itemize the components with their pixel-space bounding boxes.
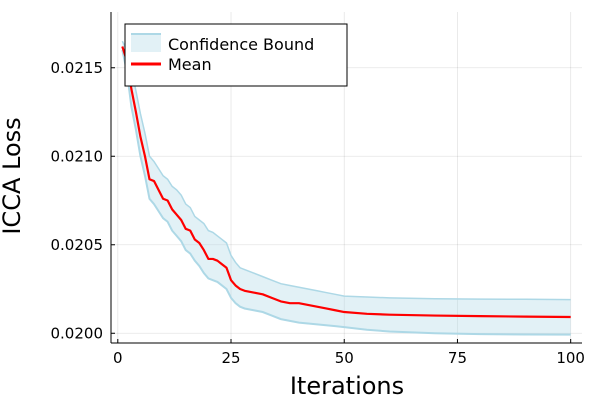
legend-label-mean: Mean [168, 55, 212, 74]
mean-line-layer [121, 46, 571, 319]
x-tick-label: 0 [113, 349, 123, 367]
tick-labels: 0 25 50 75 100 0.0200 0.0205 0.0210 0.0215 [51, 59, 585, 367]
x-tick-label: 50 [335, 349, 354, 367]
y-tick-label: 0.0215 [51, 59, 104, 77]
legend-swatch-confidence-bound [131, 34, 161, 52]
mean-line [121, 46, 571, 319]
confidence-band-upper-edge [121, 40, 571, 301]
axes [110, 12, 582, 344]
legend-label-confidence-bound: Confidence Bound [168, 35, 314, 54]
confidence-band-layer [121, 40, 571, 336]
legend-box [124, 23, 348, 87]
y-tick-label: 0.0210 [51, 147, 104, 165]
x-tick-label: 100 [556, 349, 585, 367]
x-axis-label: Iterations [290, 372, 404, 400]
y-tick-label: 0.0200 [51, 324, 104, 342]
legend: Confidence Bound Mean [124, 23, 348, 87]
x-tick-label: 25 [221, 349, 240, 367]
x-tick-label: 75 [448, 349, 467, 367]
y-tick-label: 0.0205 [51, 236, 104, 254]
y-axis-label: ICCA Loss [0, 117, 26, 234]
confidence-band-lower-edge [121, 49, 571, 336]
